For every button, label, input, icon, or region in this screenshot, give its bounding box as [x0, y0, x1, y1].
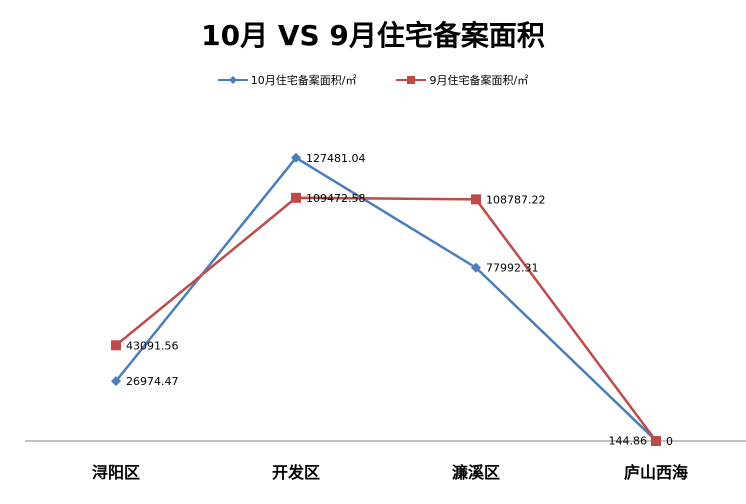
legend-item-september: 9月住宅备案面积/㎡	[396, 72, 528, 88]
data-point-square	[111, 340, 121, 351]
data-point-square	[291, 192, 301, 203]
data-label: 109472.58	[306, 192, 366, 205]
series-line-0	[115, 156, 657, 442]
data-label: 127481.04	[306, 152, 366, 165]
data-label: 77992.31	[486, 262, 539, 275]
x-tick-label: 浔阳区	[91, 463, 140, 482]
x-tick-label: 庐山西海	[624, 463, 688, 482]
data-point-square	[471, 194, 481, 205]
x-tick-label: 开发区	[272, 463, 320, 482]
legend-marker-square-icon	[396, 76, 427, 84]
data-label: 0	[666, 435, 673, 448]
legend-label: 10月住宅备案面积/㎡	[250, 74, 357, 87]
legend: 10月住宅备案面积/㎡ 9月住宅备案面积/㎡	[0, 72, 746, 88]
data-label: 43091.56	[126, 339, 179, 352]
legend-marker-diamond-icon	[217, 76, 248, 84]
data-label: 144.86	[609, 435, 648, 448]
data-point-diamond	[471, 262, 481, 273]
chart-title: 10月 VS 9月住宅备案面积	[201, 19, 545, 52]
data-point-diamond	[291, 152, 301, 163]
data-point-diamond	[111, 376, 121, 387]
series-line-1	[115, 196, 658, 442]
data-point-square	[651, 436, 661, 446]
legend-item-october: 10月住宅备案面积/㎡	[217, 72, 357, 88]
data-label: 26974.47	[126, 375, 179, 388]
x-tick-label: 濂溪区	[452, 463, 500, 482]
legend-label: 9月住宅备案面积/㎡	[429, 74, 529, 87]
data-label: 108787.22	[486, 193, 546, 206]
